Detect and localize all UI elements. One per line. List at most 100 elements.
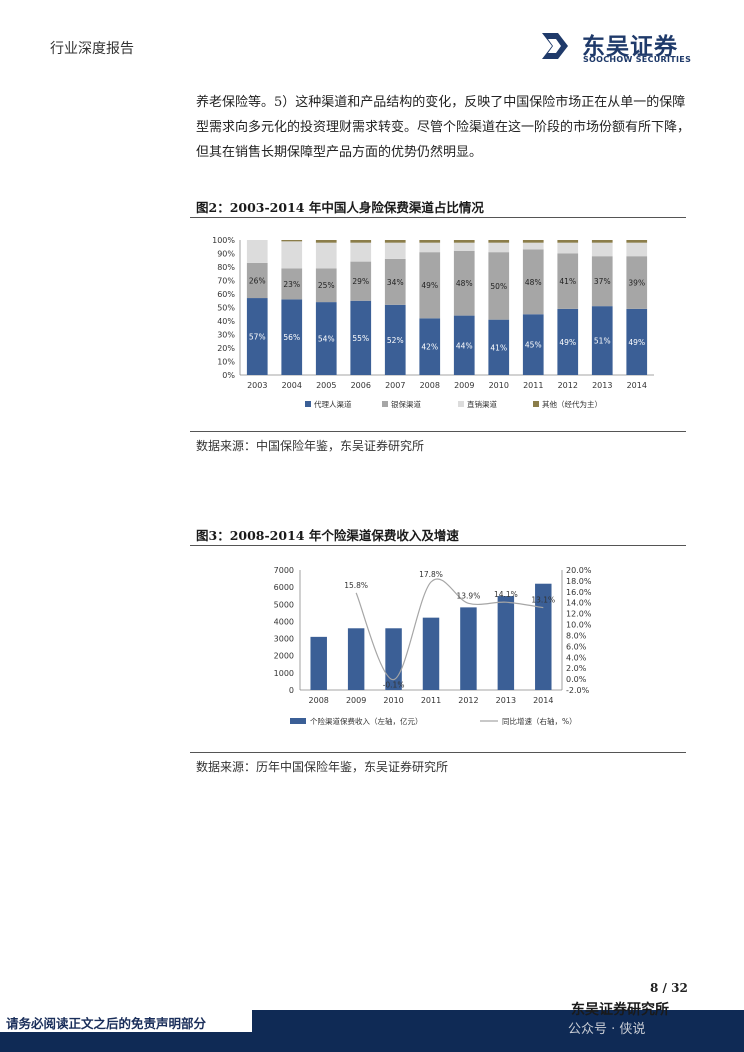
legend-swatch: [382, 401, 388, 407]
x-tick-label: 2003: [247, 381, 267, 390]
data-label: 26%: [249, 277, 266, 286]
left-tick-label: 5000: [274, 600, 294, 609]
bar-segment: [591, 242, 613, 257]
bar-segment: [557, 240, 579, 243]
data-label: 25%: [318, 281, 335, 290]
bar-segment: [557, 308, 579, 375]
left-tick-label: 4000: [274, 617, 294, 626]
left-tick-label: 7000: [274, 566, 294, 575]
right-tick-label: 20.0%: [566, 566, 592, 575]
legend-label-bar: 个险渠道保费收入（左轴，亿元）: [310, 716, 423, 726]
x-tick-label: 2009: [346, 696, 366, 705]
revenue-bar: [497, 596, 515, 690]
bar-segment: [315, 242, 337, 269]
right-tick-label: 10.0%: [566, 621, 592, 630]
right-tick-label: 16.0%: [566, 588, 592, 597]
data-label: 23%: [283, 280, 300, 289]
data-label: 42%: [421, 343, 438, 352]
growth-line: [355, 578, 544, 681]
disclaimer-note: 请务必阅读正文之后的免责声明部分: [6, 1016, 207, 1031]
bar-segment: [419, 318, 441, 375]
growth-label: -0.1%: [383, 681, 405, 690]
y-tick-label: 20%: [217, 344, 235, 353]
wechat-watermark: 公众号 · 侠说: [568, 1022, 646, 1037]
figure2-source: 数据来源：中国保险年鉴，东吴证券研究所: [196, 439, 425, 453]
logo-english-name: SOOCHOW SECURITIES: [583, 55, 692, 64]
bar-segment: [626, 308, 648, 375]
data-label: 45%: [525, 341, 542, 350]
data-label: 54%: [318, 335, 335, 344]
bar-segment: [453, 240, 475, 243]
bar-segment: [281, 241, 303, 269]
data-label: 48%: [456, 279, 473, 288]
growth-label: 15.8%: [344, 581, 368, 590]
x-tick-label: 2004: [282, 381, 302, 390]
logo-chinese-name: 东吴证券: [582, 34, 678, 60]
data-label: 34%: [387, 278, 404, 287]
bar-segment: [246, 240, 268, 263]
bar-segment: [384, 304, 406, 375]
bar-segment: [384, 242, 406, 259]
bar-segment: [626, 256, 648, 309]
legend-swatch-bar: [290, 718, 306, 724]
paragraph-line: 但其在销售长期保障型产品方面的优势仍然明显。: [196, 145, 483, 160]
figure3-top-rule: [190, 545, 686, 546]
figure2-bottom-rule: [190, 431, 686, 432]
bar-segment: [350, 300, 372, 375]
bar-segment: [350, 261, 372, 301]
bar-segment: [557, 242, 579, 254]
bar-segment: [488, 240, 510, 243]
revenue-bar: [385, 628, 402, 690]
x-tick-label: 2012: [558, 381, 578, 390]
bar-segment: [488, 319, 510, 375]
x-tick-label: 2007: [385, 381, 405, 390]
y-tick-label: 70%: [217, 277, 235, 286]
x-tick-label: 2013: [592, 381, 612, 390]
growth-label: 17.8%: [419, 570, 443, 579]
bar-segment: [453, 250, 475, 316]
data-label: 56%: [283, 333, 300, 342]
figure3-chart: 0 1000 2000 3000 4000 5000 6000 7000 -2.0% 0.0% 2.…: [274, 566, 592, 726]
data-label: 57%: [249, 333, 266, 342]
data-label: 44%: [456, 341, 473, 350]
bar-segment: [281, 240, 303, 242]
right-tick-label: 8.0%: [566, 631, 587, 640]
paragraph-line: 型需求向多元化的投资理财需求转变。尽管个险渠道在这一阶段的市场份额有所下降，: [196, 120, 691, 135]
x-tick-label: 2008: [420, 381, 440, 390]
bar-segment: [591, 306, 613, 375]
x-tick-label: 2014: [627, 381, 647, 390]
bar-segment: [384, 258, 406, 305]
data-label: 41%: [559, 277, 576, 286]
bar-segment: [488, 252, 510, 320]
data-label: 50%: [490, 282, 507, 291]
bar-segment: [557, 253, 579, 309]
footer-note-box: [0, 1010, 252, 1032]
data-label: 49%: [421, 281, 438, 290]
data-label: 37%: [594, 277, 611, 286]
data-label: 48%: [525, 278, 542, 287]
y-tick-label: 40%: [217, 317, 235, 326]
revenue-bar: [460, 607, 477, 690]
figure2-top-rule: [190, 217, 686, 218]
bar-segment: [350, 240, 372, 243]
data-label: 52%: [387, 336, 404, 345]
bar-segment: [281, 268, 303, 300]
bar-segment: [315, 240, 337, 243]
y-tick-label: 80%: [217, 263, 235, 272]
bar-segment: [626, 242, 648, 257]
bar-segment: [522, 314, 544, 375]
y-tick-label: 100%: [212, 236, 235, 245]
right-tick-label: 18.0%: [566, 577, 592, 586]
body-paragraph: 养老保险等。5）这种渠道和产品结构的变化，反映了中国保险市场正在从单一的保障 型…: [196, 90, 696, 165]
legend-label: 银保渠道: [391, 399, 421, 409]
bar-segment: [591, 256, 613, 307]
bar-segment: [419, 252, 441, 319]
figure3-title: 图3：2008-2014 年个险渠道保费收入及增速: [196, 528, 459, 543]
y-tick-label: 90%: [217, 250, 235, 259]
bar-segment: [350, 242, 372, 262]
figure3-source: 数据来源：历年中国保险年鉴，东吴证券研究所: [196, 760, 449, 774]
revenue-bar: [347, 628, 365, 690]
data-label: 55%: [352, 334, 369, 343]
soochow-logo: 东吴证券 SOOCHOW SECURITIES: [538, 27, 698, 67]
revenue-bar: [310, 636, 327, 690]
